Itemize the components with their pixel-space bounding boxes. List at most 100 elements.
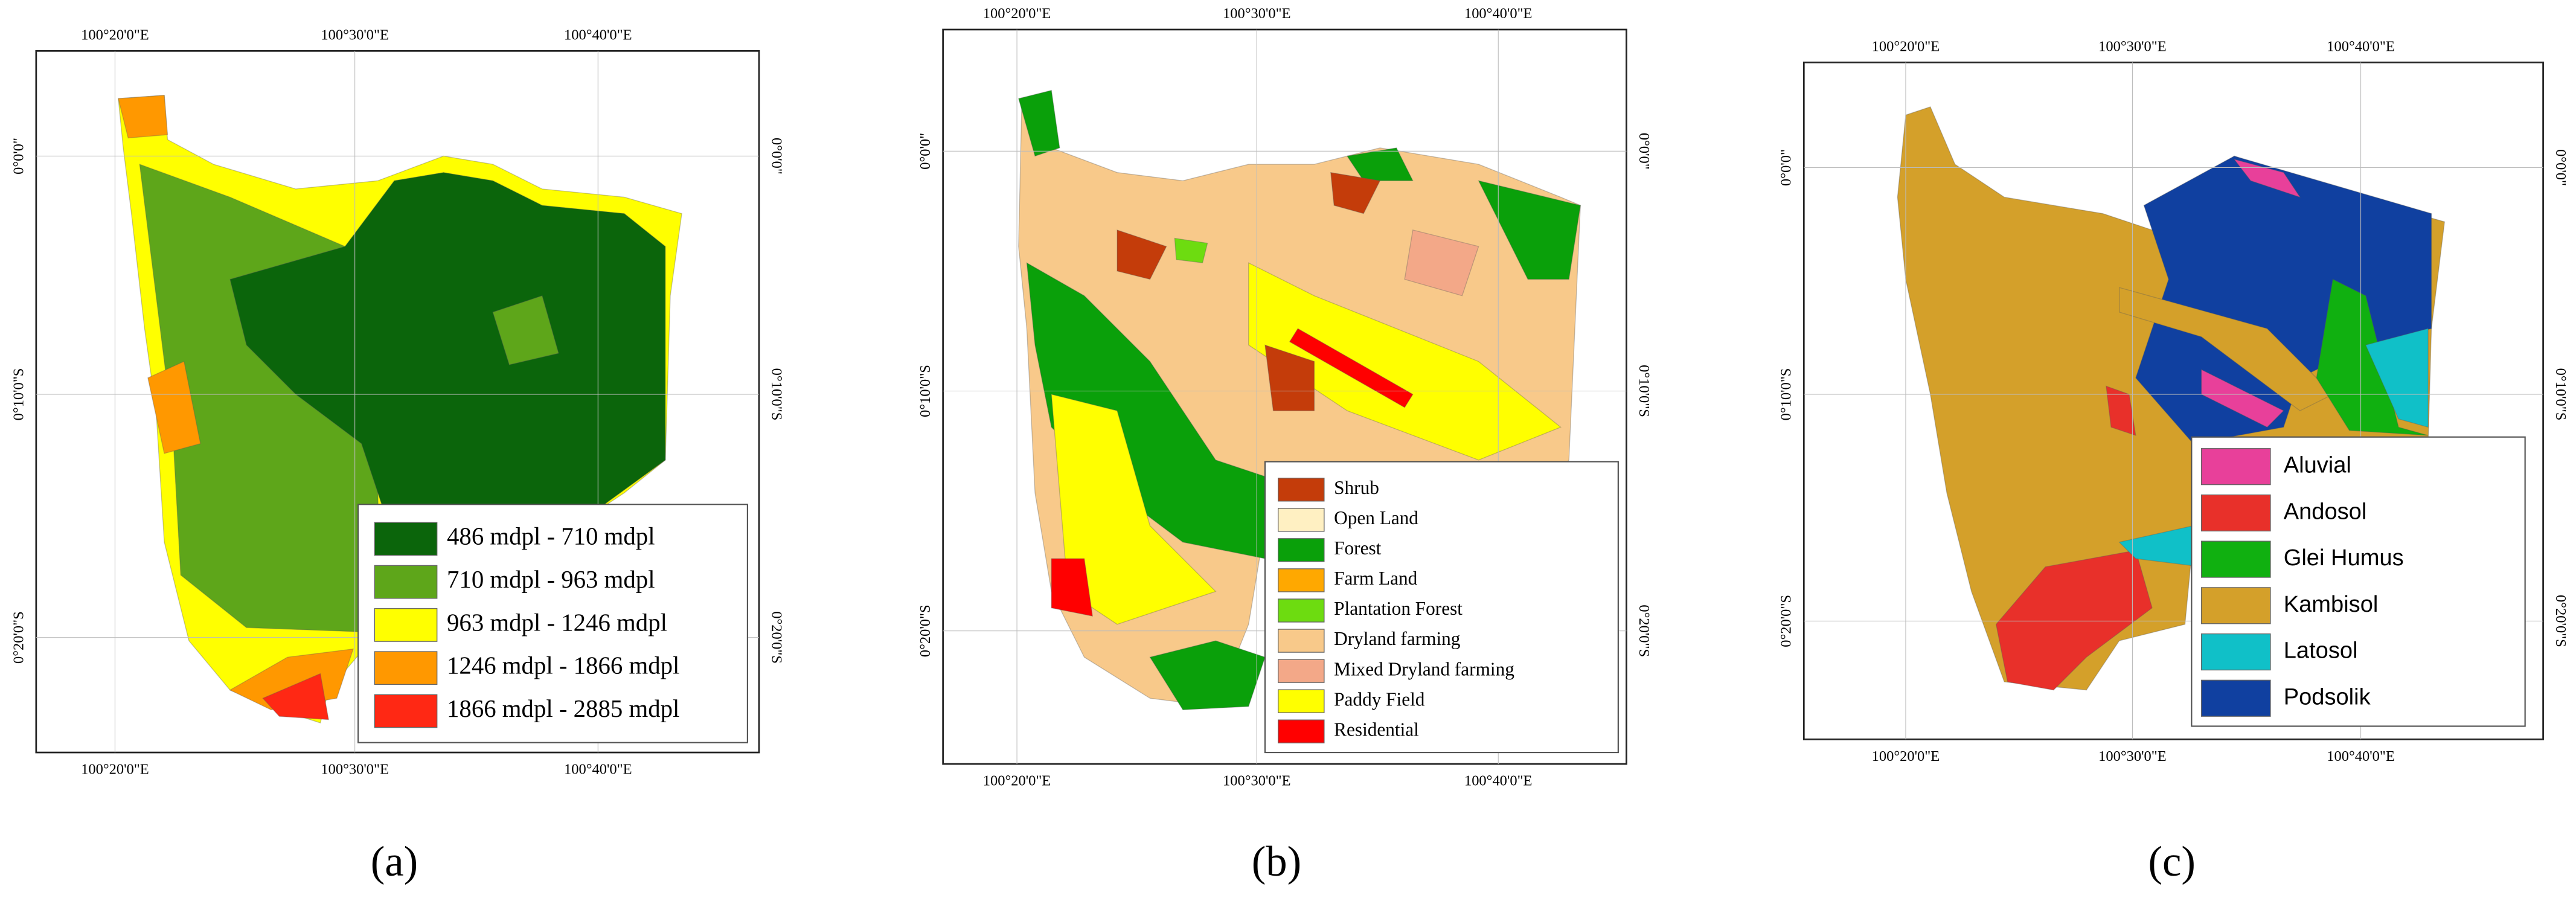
legend-label: Aluvial: [2284, 453, 2351, 478]
coord-label: 100°20'0"E: [81, 762, 149, 778]
coord-label: 100°30'0"E: [2098, 748, 2167, 765]
coord-label: 0°20'0"S: [1778, 595, 1795, 647]
panel-label: (a): [371, 838, 418, 885]
legend-label: Farm Land: [1334, 568, 1417, 589]
legend-swatch: [1277, 538, 1325, 562]
coord-label: 0°0'0": [1636, 133, 1652, 170]
coord-label: 100°20'0"E: [983, 5, 1051, 22]
map-region: [118, 95, 168, 139]
coord-label: 0°20'0"S: [1636, 604, 1652, 657]
coord-label: 0°10'0"S: [1778, 368, 1795, 421]
legend-label: 710 mdpl - 963 mdpl: [447, 566, 655, 593]
legend-swatch: [2201, 540, 2271, 578]
legend-swatch: [2201, 587, 2271, 624]
legend-swatch: [1277, 689, 1325, 713]
coord-label: 0°0'0": [2552, 149, 2569, 186]
coord-label: 0°10'0"S: [2552, 368, 2569, 421]
coord-label: 100°30'0"E: [1223, 773, 1291, 789]
coord-label: 100°40'0"E: [1464, 773, 1533, 789]
coord-label: 0°10'0"S: [10, 368, 27, 421]
coord-label: 100°30'0"E: [1223, 5, 1291, 22]
coord-label: 0°20'0"S: [917, 604, 934, 657]
legend-swatch: [1277, 598, 1325, 623]
coord-label: 0°10'0"S: [1636, 365, 1652, 417]
legend-label: Shrub: [1334, 477, 1379, 498]
coord-label: 100°20'0"E: [1872, 748, 1940, 765]
legend-swatch: [2201, 679, 2271, 717]
map-region: [1174, 237, 1208, 264]
legend-swatch: [1277, 629, 1325, 653]
map-region: [1346, 147, 1414, 181]
legend-label: 486 mdpl - 710 mdpl: [447, 523, 655, 550]
map-region: [1404, 229, 1479, 297]
map-region: [262, 673, 329, 720]
map-region: [1117, 229, 1167, 280]
coord-label: 100°40'0"E: [564, 762, 632, 778]
map-region: [147, 361, 201, 454]
map-region: [2233, 158, 2301, 198]
legend-swatch: [1277, 719, 1325, 743]
map-region: [1051, 558, 1094, 617]
legend-label: Open Land: [1334, 507, 1418, 528]
coord-label: 0°10'0"S: [769, 368, 785, 421]
map-region: [1289, 328, 1414, 408]
coord-label: 100°30'0"E: [321, 27, 389, 43]
coord-label: 0°0'0": [917, 133, 934, 170]
map-region: [1995, 550, 2153, 691]
coord-label: 0°20'0"S: [2552, 595, 2569, 647]
legend-label: Mixed Dryland farming: [1334, 658, 1514, 679]
map-region: [1017, 89, 1060, 157]
coord-label: 100°30'0"E: [2098, 39, 2167, 55]
legend-label: Glei Humus: [2284, 545, 2404, 571]
coord-label: 100°40'0"E: [1464, 5, 1533, 22]
map-region: [2118, 287, 2334, 411]
legend-label: Podsolik: [2284, 684, 2371, 710]
legend-swatch: [2201, 494, 2271, 531]
legend-label: Kambisol: [2284, 592, 2379, 617]
legend-swatch: [374, 522, 438, 556]
map-region: [492, 295, 559, 365]
coord-label: 100°20'0"E: [1872, 39, 1940, 55]
legend-swatch: [1277, 659, 1325, 683]
coord-label: 0°0'0": [1778, 149, 1795, 186]
map-region: [2106, 385, 2136, 436]
map-region: [1478, 180, 1581, 280]
coord-label: 0°20'0"S: [10, 611, 27, 664]
coord-label: 100°20'0"E: [983, 773, 1051, 789]
legend-box: [2191, 436, 2526, 727]
legend-swatch: [374, 565, 438, 599]
coord-label: 0°0'0": [10, 138, 27, 175]
panel-label: (b): [1252, 838, 1301, 885]
legend-label: 963 mdpl - 1246 mdpl: [447, 609, 667, 636]
coord-label: 0°20'0"S: [769, 611, 785, 664]
legend-label: Dryland farming: [1334, 628, 1461, 649]
legend-label: Latosol: [2284, 638, 2358, 664]
coord-label: 100°30'0"E: [321, 762, 389, 778]
map-panel: 100°20'0"E 100°30'0"E 100°40'0"E 100°20'0"E…: [1778, 39, 2569, 885]
coord-label: 100°40'0"E: [2327, 748, 2395, 765]
legend-swatch: [2201, 448, 2271, 486]
legend-swatch: [2201, 633, 2271, 671]
coord-label: 100°40'0"E: [2327, 39, 2395, 55]
map-region: [229, 172, 666, 559]
coord-label: 0°0'0": [769, 138, 785, 175]
legend-label: Residential: [1334, 719, 1419, 740]
map-panel: 100°20'0"E 100°30'0"E 100°40'0"E 100°20'0"E…: [10, 27, 784, 885]
legend-swatch: [374, 608, 438, 642]
legend-swatch: [374, 694, 438, 728]
legend-label: 1246 mdpl - 1866 mdpl: [447, 652, 679, 679]
legend-swatch: [1277, 508, 1325, 532]
legend-label: Plantation Forest: [1334, 598, 1463, 619]
coord-label: 100°40'0"E: [564, 27, 632, 43]
legend-label: Forest: [1334, 537, 1381, 559]
legend-label: Paddy Field: [1334, 688, 1425, 710]
legend-label: 1866 mdpl - 2885 mdpl: [447, 695, 679, 722]
map-region: [1330, 172, 1381, 214]
panel-label: (c): [2148, 838, 2196, 885]
map-panel: 100°20'0"E 100°30'0"E 100°40'0"E 100°20'0"E…: [917, 5, 1652, 885]
coord-label: 0°10'0"S: [917, 365, 934, 417]
map-region: [1248, 262, 1562, 461]
legend-swatch: [1277, 568, 1325, 592]
legend-label: Andosol: [2284, 499, 2367, 524]
